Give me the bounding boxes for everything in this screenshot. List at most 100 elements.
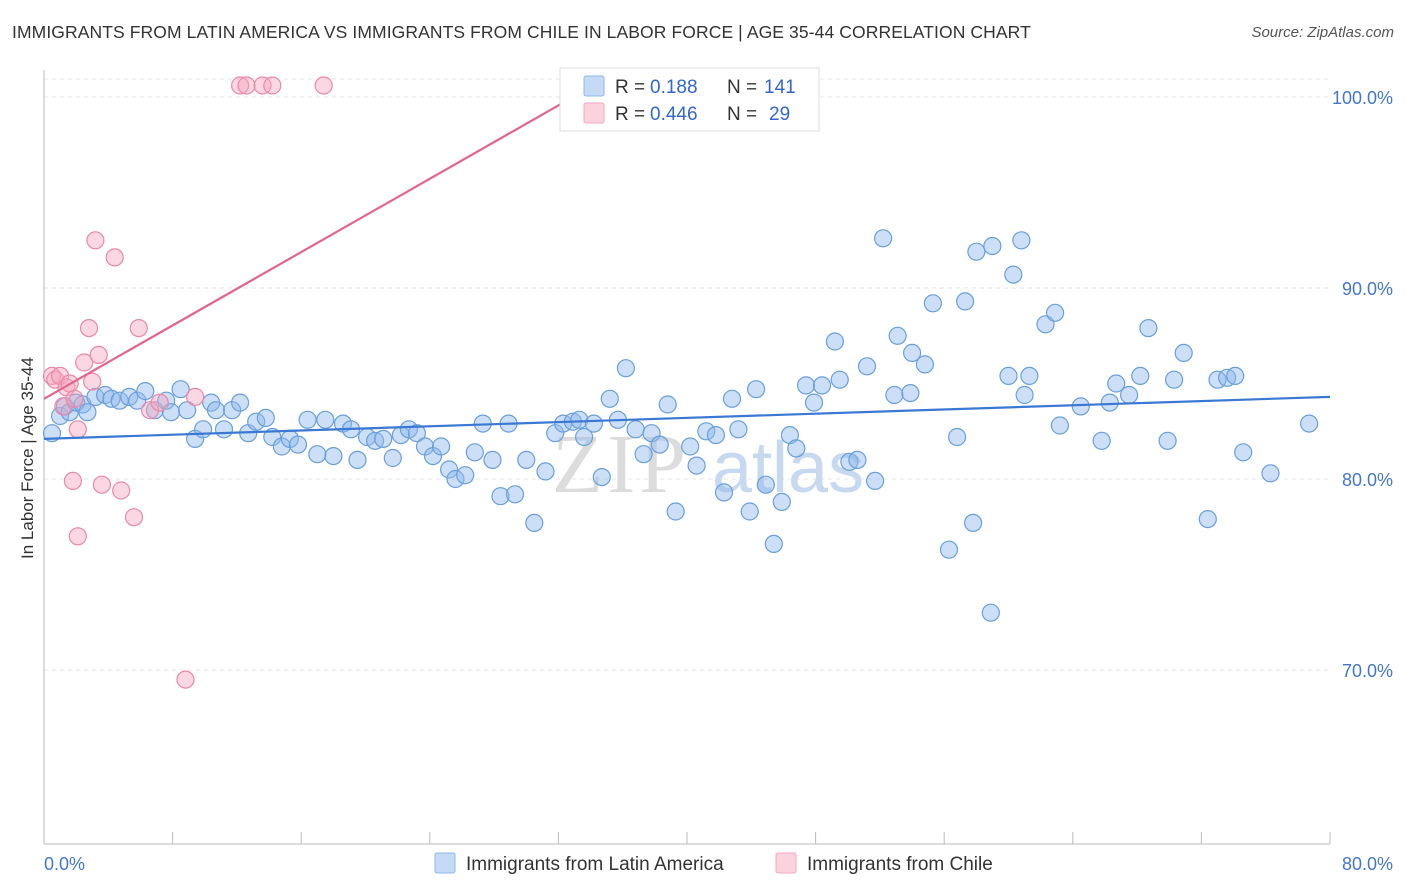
- point-series-0-22: [206, 401, 226, 420]
- point-series-1-24: [231, 76, 250, 95]
- point-series-0-81: [706, 426, 726, 445]
- point-series-0-96: [830, 370, 849, 389]
- point-series-1-15: [92, 475, 112, 494]
- chart-title: IMMIGRANTS FROM LATIN AMERICA VS IMMIGRA…: [12, 22, 1031, 42]
- point-series-0-102: [885, 385, 904, 405]
- point-series-0-92: [796, 376, 816, 395]
- point-series-0-93: [804, 393, 824, 412]
- point-series-0-20: [194, 420, 213, 439]
- point-series-0-80: [697, 422, 716, 441]
- point-series-0-84: [729, 420, 748, 439]
- point-series-1-10: [75, 353, 94, 372]
- point-series-1-22: [176, 670, 195, 689]
- point-series-0-6: [78, 403, 97, 422]
- point-series-0-71: [616, 359, 636, 378]
- point-series-0-28: [256, 408, 275, 427]
- point-series-0-82: [714, 483, 734, 502]
- point-series-0-110: [955, 292, 975, 311]
- point-series-0-118: [1015, 385, 1034, 405]
- legend-n-label-1: N =: [727, 77, 757, 98]
- point-series-1-13: [86, 231, 105, 250]
- series-latin-america-points: [42, 229, 1319, 622]
- point-series-0-34: [308, 445, 327, 464]
- point-series-0-138: [1261, 464, 1280, 483]
- point-series-0-72: [626, 420, 645, 439]
- y-tick-label-0: 100.0%: [1332, 88, 1393, 108]
- legend-n-value-2: 29: [769, 104, 790, 125]
- point-series-0-43: [383, 448, 402, 468]
- point-series-0-106: [915, 355, 935, 374]
- point-series-0-78: [681, 437, 700, 456]
- point-series-0-136: [1226, 366, 1245, 385]
- point-series-1-23: [186, 387, 205, 406]
- point-series-0-15: [157, 391, 176, 410]
- point-series-1-12: [83, 372, 102, 391]
- point-series-0-32: [288, 435, 308, 454]
- point-series-0-52: [456, 466, 475, 485]
- point-series-1-16: [105, 248, 124, 267]
- y-tick-label-2: 80.0%: [1342, 470, 1393, 490]
- y-tick-labels: 100.0% 90.0% 80.0% 70.0%: [1332, 88, 1393, 681]
- bottom-legend-label-chile: Immigrants from Chile: [807, 854, 993, 875]
- legend-n-label-2: N =: [727, 104, 757, 125]
- point-series-0-85: [740, 502, 759, 521]
- point-series-0-50: [440, 460, 459, 479]
- point-series-0-129: [1139, 319, 1158, 338]
- point-series-0-113: [981, 603, 1000, 622]
- point-series-0-17: [171, 380, 190, 399]
- point-series-0-132: [1174, 343, 1193, 362]
- point-series-0-116: [1004, 265, 1023, 284]
- point-series-1-26: [253, 76, 272, 95]
- point-series-1-2: [50, 366, 70, 385]
- point-series-0-79: [687, 456, 706, 475]
- point-series-0-98: [848, 450, 867, 469]
- point-series-0-94: [812, 376, 832, 395]
- point-series-0-107: [923, 294, 943, 313]
- y-axis-label: In Labor Force | Age 35-44: [18, 357, 37, 559]
- trend-line-series-0: [43, 395, 1331, 440]
- point-series-0-128: [1131, 366, 1150, 385]
- point-series-0-117: [1012, 231, 1031, 250]
- point-series-0-13: [136, 382, 155, 401]
- point-series-1-9: [68, 527, 87, 546]
- point-series-0-125: [1100, 393, 1119, 412]
- x-tick-label-1: 80.0%: [1342, 854, 1393, 874]
- point-series-0-55: [483, 450, 502, 469]
- point-series-0-77: [666, 502, 685, 521]
- point-series-0-101: [873, 229, 893, 248]
- legend-swatch-chile: [583, 102, 605, 124]
- point-series-1-18: [124, 508, 144, 527]
- point-series-0-69: [600, 389, 619, 408]
- point-series-1-17: [112, 481, 131, 500]
- watermark-zip: ZIP: [552, 418, 690, 511]
- point-series-0-18: [178, 401, 197, 420]
- point-series-1-14: [89, 345, 108, 364]
- legend-r-label-1: R =: [615, 77, 645, 98]
- point-series-1-25: [237, 76, 256, 95]
- point-series-0-56: [491, 487, 510, 506]
- point-series-0-67: [584, 414, 603, 433]
- point-series-0-109: [947, 427, 967, 447]
- point-series-0-60: [525, 513, 544, 533]
- bottom-legend-swatch-chile: [775, 852, 797, 874]
- point-series-0-100: [865, 471, 885, 490]
- point-series-0-42: [374, 429, 393, 448]
- point-series-1-19: [129, 319, 148, 338]
- point-series-0-46: [407, 424, 426, 443]
- point-series-1-6: [63, 471, 83, 490]
- point-series-1-21: [150, 393, 169, 412]
- point-series-0-126: [1107, 374, 1126, 393]
- bottom-legend: Immigrants from Latin America Immigrants…: [434, 852, 993, 875]
- point-series-0-83: [722, 389, 742, 408]
- point-series-0-58: [505, 485, 525, 504]
- axes: [43, 70, 1331, 845]
- source-label: Source: ZipAtlas.com: [1251, 24, 1394, 41]
- point-series-0-59: [517, 450, 536, 469]
- legend-swatch-latin-america: [583, 75, 605, 97]
- point-series-0-119: [1020, 366, 1039, 385]
- point-series-0-103: [888, 326, 907, 345]
- point-series-0-99: [857, 357, 877, 376]
- point-series-0-23: [214, 420, 234, 439]
- point-series-0-115: [999, 366, 1018, 385]
- point-series-0-1: [50, 406, 70, 426]
